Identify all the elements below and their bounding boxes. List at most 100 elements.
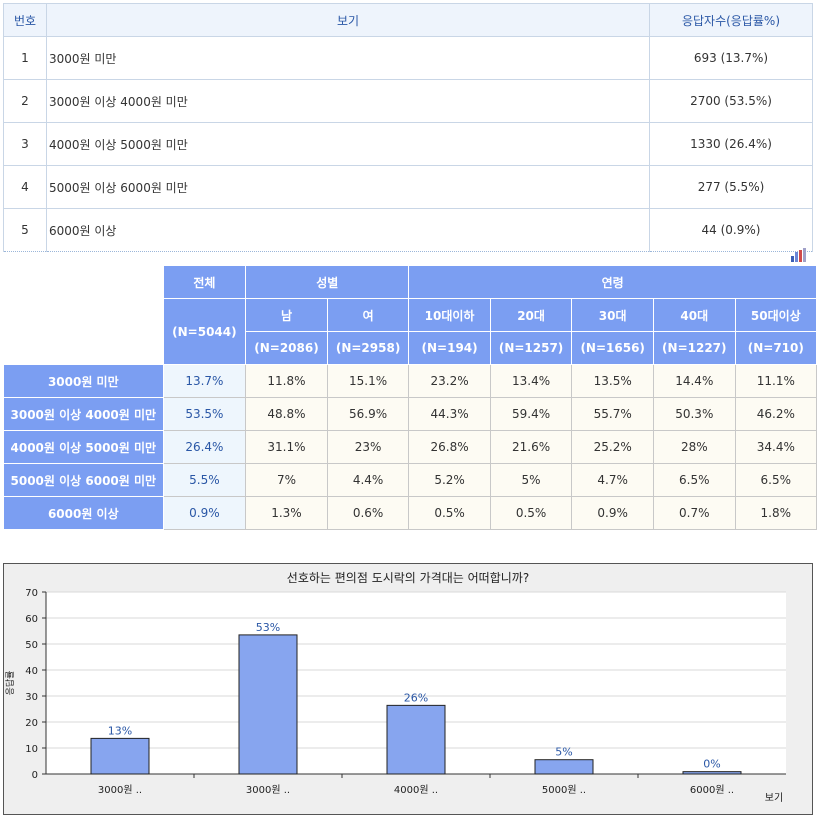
row-count: 44 (0.9%) bbox=[649, 208, 813, 252]
bar-chart-panel: 선호하는 편의점 도시락의 가격대는 어떠합니까? 0 10 20 30 40 50 60 70… bbox=[3, 563, 813, 815]
y-tick-label: 40 bbox=[25, 666, 38, 677]
header-no: 번호 bbox=[3, 3, 47, 37]
crosstab-cell-total: 5.5% bbox=[162, 463, 247, 497]
row-no: 1 bbox=[3, 36, 47, 80]
x-axis-label: 보기 bbox=[765, 792, 783, 804]
gender-n-male: (N=2086) bbox=[245, 331, 328, 365]
crosstab-cell: 0.6% bbox=[326, 496, 410, 530]
y-tick-label: 10 bbox=[25, 744, 38, 755]
row-label: 3000원 미만 bbox=[46, 36, 650, 80]
age-col-10s: 10대이하 bbox=[408, 298, 491, 332]
x-tick-label: 3000원 .. bbox=[98, 784, 142, 796]
row-count: 277 (5.5%) bbox=[649, 165, 813, 209]
total-header: 전체 bbox=[162, 265, 247, 299]
crosstab-cell: 44.3% bbox=[408, 397, 491, 431]
crosstab-header-row-3: (N=2086) (N=2958) (N=194) (N=1257) (N=16… bbox=[4, 331, 817, 365]
table-row: 5 6000원 이상 44 (0.9%) bbox=[3, 208, 813, 252]
crosstab-cell-total: 0.9% bbox=[162, 496, 247, 530]
crosstab-cell: 0.5% bbox=[489, 496, 573, 530]
row-label: 5000원 이상 6000원 미만 bbox=[46, 165, 650, 209]
crosstab-cell: 23% bbox=[326, 430, 410, 464]
crosstab-cell: 23.2% bbox=[408, 364, 491, 398]
row-count: 693 (13.7%) bbox=[649, 36, 813, 80]
header-count: 응답자수(응답률%) bbox=[649, 3, 813, 37]
age-n-20s: (N=1257) bbox=[489, 331, 573, 365]
bar-data-label: 13% bbox=[108, 724, 132, 737]
crosstab-cell: 13.5% bbox=[571, 364, 654, 398]
crosstab-cell: 11.8% bbox=[245, 364, 328, 398]
bar-chart: 선호하는 편의점 도시락의 가격대는 어떠합니까? 0 10 20 30 40 50 60 70… bbox=[4, 571, 786, 804]
crosstab-cell: 26.8% bbox=[408, 430, 491, 464]
x-tick-label: 3000원 .. bbox=[246, 784, 290, 796]
crosstab-cell: 1.8% bbox=[734, 496, 817, 530]
row-label: 4000원 이상 5000원 미만 bbox=[46, 122, 650, 166]
crosstab-cell: 6.5% bbox=[652, 463, 736, 497]
age-col-40s: 40대 bbox=[652, 298, 736, 332]
crosstab-header-row-2: (N=5044) 남 여 10대이하 20대 30대 40대 50대이상 bbox=[4, 298, 817, 365]
row-no: 5 bbox=[3, 208, 47, 252]
y-axis-label: 응답률 bbox=[4, 671, 16, 696]
corner-blank bbox=[3, 265, 164, 365]
crosstab-row-label: 6000원 이상 bbox=[3, 496, 164, 530]
table-row: 4 5000원 이상 6000원 미만 277 (5.5%) bbox=[3, 165, 813, 209]
table-row: 1 3000원 미만 693 (13.7%) bbox=[3, 36, 813, 80]
bar-data-label: 0% bbox=[703, 758, 720, 771]
crosstab-cell: 14.4% bbox=[652, 364, 736, 398]
crosstab-cell: 5.2% bbox=[408, 463, 491, 497]
total-n: (N=5044) bbox=[162, 298, 247, 365]
crosstab-cell: 28% bbox=[652, 430, 736, 464]
bar-chart-icon[interactable] bbox=[790, 248, 808, 262]
header-label: 보기 bbox=[46, 3, 650, 37]
crosstab-cell-total: 53.5% bbox=[162, 397, 247, 431]
x-tick-label: 4000원 .. bbox=[394, 784, 438, 796]
y-tick-label: 60 bbox=[25, 614, 38, 625]
crosstab-cell: 0.5% bbox=[408, 496, 491, 530]
age-n-10s: (N=194) bbox=[408, 331, 491, 365]
bar-data-label: 5% bbox=[555, 746, 572, 759]
bar-data-label: 53% bbox=[256, 621, 280, 634]
row-no: 4 bbox=[3, 165, 47, 209]
crosstab-cell: 15.1% bbox=[326, 364, 410, 398]
age-header: 연령 bbox=[408, 265, 817, 299]
crosstab-cell-total: 26.4% bbox=[162, 430, 247, 464]
gender-header: 성별 bbox=[245, 265, 410, 299]
crosstab-cell: 21.6% bbox=[489, 430, 573, 464]
age-col-20s: 20대 bbox=[489, 298, 573, 332]
age-col-50s: 50대이상 bbox=[734, 298, 817, 332]
table-row: 3 4000원 이상 5000원 미만 1330 (26.4%) bbox=[3, 122, 813, 166]
gender-col-female: 여 bbox=[326, 298, 410, 332]
y-tick-label: 20 bbox=[25, 718, 38, 729]
crosstab-cell: 34.4% bbox=[734, 430, 817, 464]
crosstab-cell: 25.2% bbox=[571, 430, 654, 464]
crosstab-cell: 46.2% bbox=[734, 397, 817, 431]
bar bbox=[238, 634, 298, 775]
crosstab-cell-total: 13.7% bbox=[162, 364, 247, 398]
crosstab-header-row-1: 전체 성별 연령 bbox=[3, 265, 817, 365]
row-count: 1330 (26.4%) bbox=[649, 122, 813, 166]
y-tick-label: 0 bbox=[32, 770, 38, 781]
x-tick-label: 6000원 .. bbox=[690, 784, 734, 796]
crosstab-body: 3000원 미만 13.7% 11.8% 15.1% 23.2% 13.4% 13.5% 14… bbox=[3, 364, 817, 530]
crosstab-cell: 0.9% bbox=[571, 496, 654, 530]
crosstab-row: 6000원 이상 0.9% 1.3% 0.6% 0.5% 0.5% 0.9% 0.7% 1.8% bbox=[3, 496, 817, 530]
y-tick-label: 50 bbox=[25, 640, 38, 651]
chart-title: 선호하는 편의점 도시락의 가격대는 어떠합니까? bbox=[287, 571, 529, 585]
row-label: 6000원 이상 bbox=[46, 208, 650, 252]
y-tick-label: 30 bbox=[25, 692, 38, 703]
response-table: 번호 보기 응답자수(응답률%) 1 3000원 미만 693 (13.7%) … bbox=[3, 3, 813, 252]
crosstab-cell: 13.4% bbox=[489, 364, 573, 398]
crosstab-cell: 56.9% bbox=[326, 397, 410, 431]
age-n-40s: (N=1227) bbox=[652, 331, 736, 365]
crosstab-cell: 6.5% bbox=[734, 463, 817, 497]
crosstab-row: 3000원 이상 4000원 미만 53.5% 48.8% 56.9% 44.3% 59.… bbox=[3, 397, 817, 431]
crosstab-row-label: 4000원 이상 5000원 미만 bbox=[3, 430, 164, 464]
bar-data-label: 26% bbox=[404, 691, 428, 704]
crosstab-row-label: 5000원 이상 6000원 미만 bbox=[3, 463, 164, 497]
response-table-header: 번호 보기 응답자수(응답률%) bbox=[3, 3, 813, 37]
gender-col-male: 남 bbox=[245, 298, 328, 332]
bar bbox=[90, 737, 150, 775]
crosstab-cell: 48.8% bbox=[245, 397, 328, 431]
bar bbox=[386, 704, 446, 775]
crosstab-row: 4000원 이상 5000원 미만 26.4% 31.1% 23% 26.8% 21.6%… bbox=[3, 430, 817, 464]
crosstab-row-label: 3000원 이상 4000원 미만 bbox=[3, 397, 164, 431]
